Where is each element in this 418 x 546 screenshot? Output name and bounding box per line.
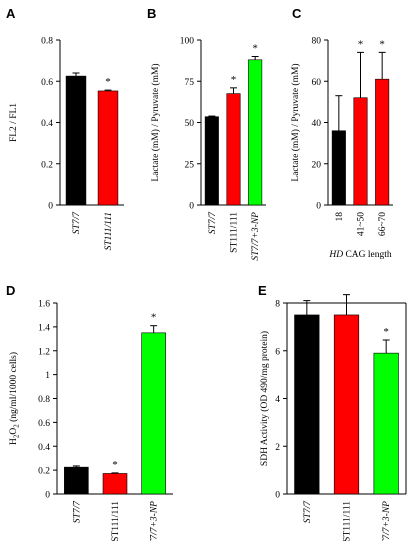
category-label-st111-111: ST111/111 xyxy=(111,501,121,541)
bar-18 xyxy=(331,130,346,206)
y-tick-label: 8 xyxy=(275,300,280,310)
y-axis-title: FL2 / FL1 xyxy=(9,103,19,142)
x-axis-title-text: CAG length xyxy=(345,250,391,260)
bar-41-50 xyxy=(353,97,368,206)
y-tick-label: 0.8 xyxy=(38,395,50,405)
category-label-st7-7-3-np: ST7/7+3-NP xyxy=(251,212,261,261)
significance-star: * xyxy=(383,326,389,338)
panel-letter: A xyxy=(6,6,16,21)
y-tick-label: 75 xyxy=(185,78,195,88)
panel-letter: C xyxy=(292,6,302,21)
y-tick-label: 2 xyxy=(275,443,280,453)
y-tick-label: 25 xyxy=(185,160,195,170)
category-label-st7-7: ST7/7 xyxy=(208,211,218,234)
bar-st111-111 xyxy=(97,90,119,206)
y-tick-label: 20 xyxy=(312,160,322,170)
y-tick-label: 0.2 xyxy=(38,467,50,477)
category-label-st7-7-3-np: ST7/7+3-NP xyxy=(382,501,392,541)
category-label-41-50: 41~50 xyxy=(357,212,367,236)
y-tick-label: 100 xyxy=(180,37,195,47)
bar-st7-7 xyxy=(64,466,89,495)
x-axis-title-prefix: HD xyxy=(328,250,343,260)
bar-st7-7-3-np xyxy=(141,332,166,495)
panel-d: D 0 0.2 0.4 0.6 0.8 1 1.2 1.4 1.6 H2O2 (ng/ml/1000… xyxy=(6,283,173,546)
y-axis-title: SDH Activity (OD 490/mg protein) xyxy=(259,331,270,466)
bar-st111-111 xyxy=(226,93,241,206)
y-tick-label: 0 xyxy=(45,491,50,501)
bar-st7-7-3-np xyxy=(373,352,399,495)
significance-star: * xyxy=(252,43,258,55)
y-tick-label: 0 xyxy=(275,491,280,501)
y-tick-label: 0.8 xyxy=(41,37,53,47)
y-tick-label: 0.6 xyxy=(41,78,53,88)
y-tick-label: 6 xyxy=(275,347,280,357)
y-tick-label: 1.4 xyxy=(38,323,50,333)
y-tick-label: 0.4 xyxy=(38,443,50,453)
category-label-18: 18 xyxy=(335,212,345,222)
bar-st111-111 xyxy=(102,473,128,495)
bar-66-70 xyxy=(375,78,390,206)
panel-letter: E xyxy=(258,283,267,298)
y-tick-label: 1.2 xyxy=(38,347,50,357)
bar-st111-111 xyxy=(333,314,360,495)
bar-st7-7 xyxy=(65,75,87,206)
category-label-st7-7: ST7/7 xyxy=(72,211,82,234)
y-axis-title: Lactate (mM) / Pyruvate (mM) xyxy=(290,63,301,181)
y-tick-label: 0.2 xyxy=(41,160,53,170)
y-tick-label: 0 xyxy=(316,202,321,212)
y-tick-label: 4 xyxy=(275,395,280,405)
y-tick-label: 40 xyxy=(312,119,322,129)
category-label-st7-7-3-np: ST7/7+3-NP xyxy=(150,501,160,541)
y-tick-label: 80 xyxy=(312,37,322,47)
panel-letter: B xyxy=(147,6,156,21)
bar-st7-7 xyxy=(204,116,219,206)
y-tick-label: 0.6 xyxy=(38,419,50,429)
category-label-st111-111: ST111/111 xyxy=(230,212,240,253)
y-tick-label: 1 xyxy=(45,371,50,381)
significance-star: * xyxy=(151,312,157,324)
y-axis-title: Lactate (mM) / Pyruvate (mM) xyxy=(150,63,161,181)
x-axis-title: HD CAG length xyxy=(328,250,392,260)
panel-letter: D xyxy=(6,283,15,298)
category-label-st111-111: ST111/111 xyxy=(104,212,114,250)
significance-star: * xyxy=(105,76,111,88)
y-tick-label: 50 xyxy=(185,119,195,129)
category-label-st111-111: ST111/111 xyxy=(343,501,353,541)
significance-star: * xyxy=(231,74,237,86)
panel-c: C 0 20 40 60 80 Lactate (mM) / Pyruvate (mM) 18… xyxy=(290,6,393,260)
category-label-st7-7: ST7/7 xyxy=(303,500,313,523)
y-tick-label: 0.4 xyxy=(41,119,53,129)
category-label-66-70: 66~70 xyxy=(378,212,388,236)
significance-star: * xyxy=(379,38,385,50)
bar-st7-7-3-np xyxy=(248,59,263,206)
y-tick-label: 1.6 xyxy=(38,300,50,310)
panel-b: B 0 25 50 75 100 Lactate (mM) / Pyruvate (mM) S… xyxy=(147,6,266,261)
y-tick-label: 60 xyxy=(312,78,322,88)
bar-st7-7 xyxy=(294,314,320,495)
y-axis-title: H2O2 (ng/ml/1000 cells) xyxy=(8,352,21,445)
panel-a: A 0 0.2 0.4 0.6 0.8 FL2 / FL1 ST7/7 * ST111/111 xyxy=(6,6,124,250)
category-label-st7-7: ST7/7 xyxy=(72,500,82,523)
y-tick-label: 0 xyxy=(189,202,194,212)
panel-e: E 0 2 4 6 8 SDH Activity (OD 490/mg protein) ST… xyxy=(258,283,407,546)
significance-star: * xyxy=(112,459,118,471)
y-tick-label: 0 xyxy=(48,202,53,212)
significance-star: * xyxy=(358,38,364,50)
